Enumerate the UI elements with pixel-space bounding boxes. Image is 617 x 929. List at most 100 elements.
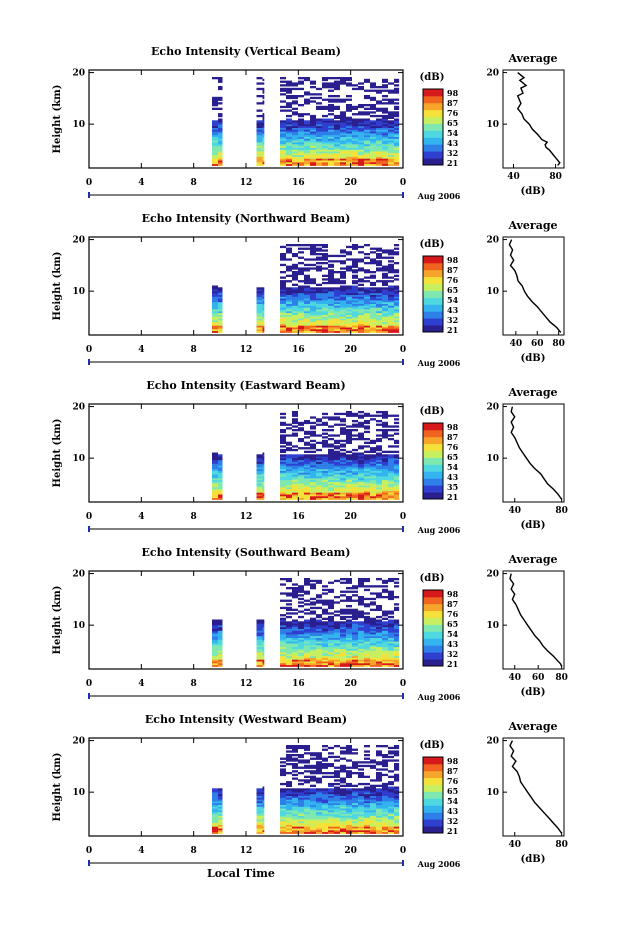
heatmap-cell — [388, 114, 394, 118]
colorbar-label: 32 — [447, 315, 458, 325]
heatmap-cell — [340, 653, 346, 657]
heatmap-cell — [352, 587, 358, 590]
heatmap-cell — [394, 445, 400, 448]
heatmap-cell — [262, 452, 265, 455]
heatmap-cell — [286, 443, 292, 446]
heatmap-cell — [328, 147, 334, 150]
heatmap-cell — [346, 748, 352, 751]
heatmap-cell — [340, 494, 346, 497]
heatmap-cell — [328, 136, 334, 139]
heatmap-cell — [280, 635, 286, 638]
heatmap-cell — [218, 461, 223, 464]
heatmap-cell — [382, 754, 388, 757]
heatmap-cell — [358, 411, 364, 414]
heatmap-cell — [304, 161, 310, 165]
heatmap-cell — [316, 253, 322, 256]
heatmap-cell — [352, 479, 358, 482]
heatmap-cell — [256, 149, 263, 152]
heatmap-cell — [280, 824, 286, 827]
heatmap-cell — [358, 817, 364, 820]
heatmap-cell — [322, 808, 328, 811]
heatmap-cell — [286, 160, 292, 163]
heatmap-cell — [382, 820, 388, 824]
heatmap-cell — [340, 100, 346, 103]
heatmap-cell — [382, 655, 388, 658]
heatmap-cell — [364, 664, 370, 667]
heatmap-cell — [376, 763, 382, 766]
heatmap-cell — [370, 644, 376, 648]
heatmap-cell — [322, 790, 328, 793]
heatmap-cell — [280, 438, 286, 441]
heatmap-cell — [316, 463, 322, 466]
heatmap-cell — [364, 147, 370, 150]
heatmap-cell — [280, 630, 286, 633]
heatmap-cell — [322, 592, 328, 595]
heatmap-cell — [280, 490, 286, 493]
heatmap-cell — [388, 662, 394, 666]
heatmap-cell — [328, 151, 334, 154]
heatmap-cell — [316, 267, 322, 270]
heatmap-cell — [322, 416, 328, 419]
heatmap-cell — [340, 623, 346, 626]
heatmap-cell — [316, 599, 322, 602]
heatmap-cell — [340, 156, 346, 159]
heatmap-cell — [352, 822, 358, 825]
heatmap-cell — [218, 639, 223, 642]
heatmap-cell — [352, 107, 358, 110]
heatmap-cell — [304, 824, 310, 827]
heatmap-cell — [334, 330, 340, 333]
heatmap-cell — [352, 492, 358, 495]
heatmap-cell — [388, 125, 394, 128]
colorbar-swatch — [423, 638, 443, 646]
heatmap-cell — [262, 799, 265, 802]
heatmap-cell — [316, 142, 322, 145]
heatmap-cell — [218, 466, 223, 470]
heatmap-cell — [322, 585, 328, 588]
heatmap-cell — [328, 265, 334, 268]
heatmap-cell — [316, 641, 322, 644]
heatmap-cell — [292, 468, 298, 471]
heatmap-cell — [364, 797, 370, 800]
heatmap-cell — [262, 468, 265, 471]
heatmap-cell — [394, 820, 400, 824]
heatmap-cell — [286, 797, 292, 800]
heatmap-cell — [352, 815, 358, 818]
heatmap-cell — [262, 495, 265, 499]
heatmap-cell — [334, 152, 340, 156]
heatmap-cell — [340, 808, 346, 811]
heatmap-cell — [382, 274, 388, 277]
heatmap-cell — [304, 481, 310, 484]
heatmap-cell — [358, 134, 364, 137]
heatmap-cell — [364, 761, 370, 764]
heatmap-cell — [346, 587, 352, 590]
heatmap-cell — [322, 245, 328, 249]
heatmap-cell — [286, 154, 292, 157]
heatmap-cell — [262, 129, 265, 132]
heatmap-cell — [334, 481, 340, 484]
heatmap-cell — [304, 630, 310, 633]
x-tick-label: 16 — [292, 512, 305, 522]
heatmap-cell — [334, 158, 340, 161]
heatmap-cell — [346, 817, 352, 820]
heatmap-cell — [262, 299, 265, 303]
heatmap-cell — [322, 156, 328, 159]
heatmap-cell — [382, 147, 388, 150]
heatmap-cell — [292, 123, 298, 127]
heatmap-cell — [256, 154, 263, 157]
heatmap-cell — [364, 314, 370, 317]
heatmap-cell — [280, 481, 286, 484]
heatmap-cell — [262, 628, 265, 631]
heatmap-cell — [352, 494, 358, 497]
heatmap-cell — [394, 158, 400, 161]
heatmap-cell — [286, 477, 292, 481]
heatmap-cell — [388, 786, 394, 789]
heatmap-cell — [394, 465, 400, 468]
heatmap-cell — [388, 472, 394, 475]
heatmap-cell — [286, 828, 292, 831]
heatmap-cell — [322, 154, 328, 157]
heatmap-cell — [370, 831, 376, 834]
heatmap-cell — [340, 260, 346, 263]
heatmap-cell — [370, 299, 376, 303]
avg-y-tick-label: 10 — [486, 120, 499, 130]
heatmap-cell — [310, 281, 316, 285]
